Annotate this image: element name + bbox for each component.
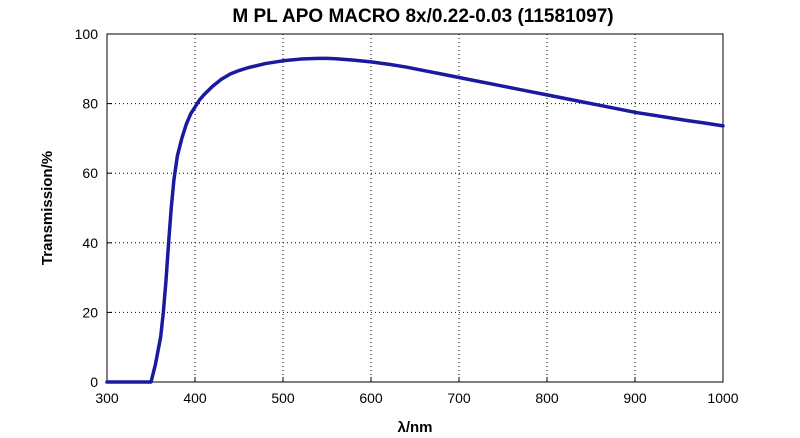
x-tick-label: 400 [183,390,207,406]
y-tick-label: 40 [82,235,98,251]
x-tick-label: 500 [271,390,295,406]
x-tick-label: 900 [623,390,647,406]
x-tick-label: 700 [447,390,471,406]
axis-ticks: 300 400 500 600 700 800 900 1000 0 20 40 60 80 100 [75,26,739,406]
series-layer [105,56,725,384]
x-tick-label: 300 [95,390,119,406]
y-axis-title: Transmission/% [39,151,56,265]
x-axis-title: λ/nm [397,419,432,436]
grid [107,34,723,382]
plot-area-frame [106,33,724,383]
y-tick-label: 60 [82,165,98,181]
y-tick-label: 100 [75,26,99,42]
y-tick-label: 20 [82,304,98,320]
y-tick-label: 0 [90,374,98,390]
y-tick-label: 80 [82,96,98,112]
transmission-series-line [105,56,725,384]
x-tick-label: 1000 [707,390,738,406]
x-tick-label: 600 [359,390,383,406]
x-tick-label: 800 [535,390,559,406]
chart-title: M PL APO MACRO 8x/0.22-0.03 (11581097) [232,6,613,27]
